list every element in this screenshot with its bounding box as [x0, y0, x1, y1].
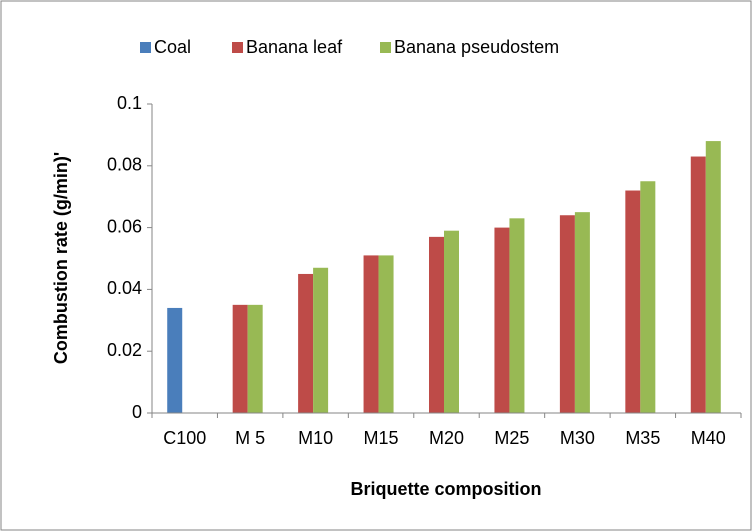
legend-swatch [380, 42, 391, 53]
bar [363, 255, 379, 413]
y-tick-label: 0.08 [107, 155, 142, 175]
x-tick-label: M10 [298, 428, 333, 448]
y-tick-label: 0.02 [107, 340, 142, 360]
y-tick-label: 0.04 [107, 278, 142, 298]
x-tick-label: M40 [691, 428, 726, 448]
x-tick-label: M 5 [235, 428, 265, 448]
legend-label: Banana pseudostem [394, 37, 559, 57]
y-tick-label: 0.1 [117, 93, 142, 113]
y-tick-label: 0 [132, 402, 142, 422]
bar [429, 236, 444, 413]
x-tick-label: C100 [163, 428, 206, 448]
bar [313, 267, 329, 413]
bar [444, 230, 459, 413]
legend-swatch [140, 42, 151, 53]
legend-label: Banana leaf [246, 37, 343, 57]
bar [690, 156, 706, 413]
y-tick-label: 0.06 [107, 216, 142, 236]
bar [167, 307, 183, 413]
x-tick-label: M20 [429, 428, 464, 448]
bar [247, 304, 263, 413]
x-tick-label: M30 [560, 428, 595, 448]
bar [378, 255, 394, 413]
bar [705, 141, 721, 413]
bar [625, 190, 641, 413]
y-axis-label: Combustion rate (g/min)' [51, 152, 71, 364]
x-axis-label: Briquette composition [350, 479, 541, 499]
bar [559, 215, 575, 413]
x-tick-label: M25 [494, 428, 529, 448]
x-tick-label: M15 [364, 428, 399, 448]
bar [232, 304, 248, 413]
bar [298, 273, 314, 413]
bar [640, 181, 656, 413]
legend-swatch [232, 42, 243, 53]
bar [574, 212, 590, 413]
x-tick-label: M35 [625, 428, 660, 448]
bar [509, 218, 525, 413]
legend-label: Coal [154, 37, 191, 57]
bar [494, 227, 510, 413]
